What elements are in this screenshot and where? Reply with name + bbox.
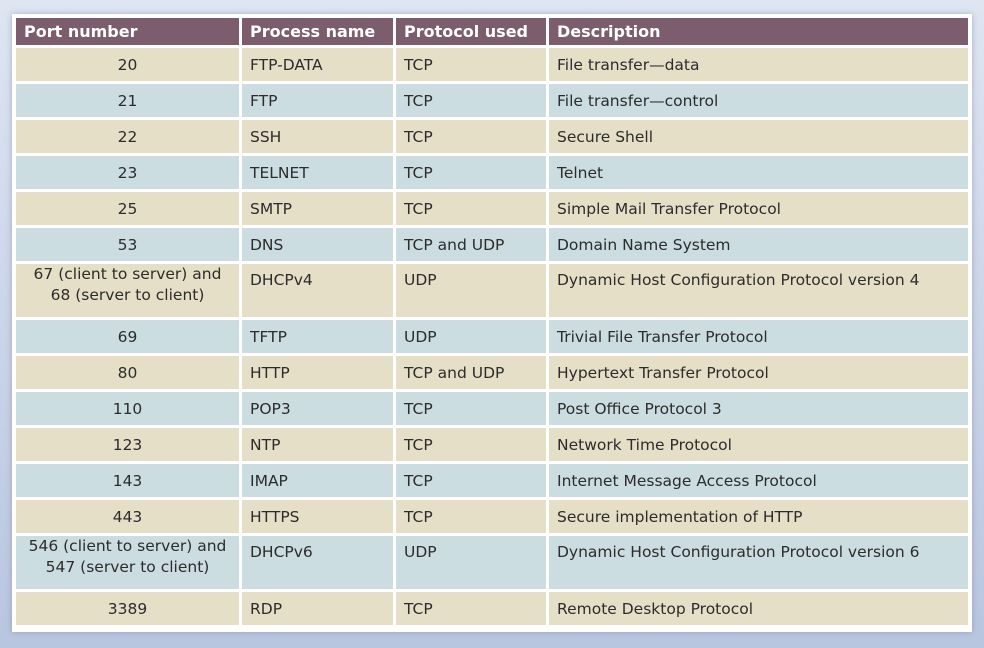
process-cell: SMTP: [242, 192, 396, 228]
port-table: Port number Process name Protocol used D…: [16, 18, 968, 628]
header-row: Port number Process name Protocol used D…: [16, 18, 968, 48]
protocol-cell: TCP and UDP: [396, 228, 549, 264]
table-row: 20 FTP-DATA TCP File transfer—data: [16, 48, 968, 84]
description-cell: Dynamic Host Configuration Protocol vers…: [549, 264, 968, 320]
protocol-cell: TCP: [396, 120, 549, 156]
table-row: 143 IMAP TCP Internet Message Access Pro…: [16, 464, 968, 500]
table-row: 22 SSH TCP Secure Shell: [16, 120, 968, 156]
description-cell: Telnet: [549, 156, 968, 192]
protocol-cell: TCP and UDP: [396, 356, 549, 392]
protocol-cell: TCP: [396, 48, 549, 84]
description-cell: Internet Message Access Protocol: [549, 464, 968, 500]
port-cell: 3389: [16, 592, 242, 628]
port-cell: 22: [16, 120, 242, 156]
process-cell: FTP: [242, 84, 396, 120]
table-row: 69 TFTP UDP Trivial File Transfer Protoc…: [16, 320, 968, 356]
description-cell: File transfer—data: [549, 48, 968, 84]
table-row: 546 (client to server) and 547 (server t…: [16, 536, 968, 592]
table-frame: Port number Process name Protocol used D…: [12, 14, 972, 632]
table-row: 110 POP3 TCP Post Office Protocol 3: [16, 392, 968, 428]
header-protocol-used: Protocol used: [396, 18, 549, 48]
header-description: Description: [549, 18, 968, 48]
process-cell: IMAP: [242, 464, 396, 500]
port-range-line: 546 (client to server) and: [28, 537, 227, 555]
description-cell: Network Time Protocol: [549, 428, 968, 464]
header-port-number: Port number: [16, 18, 242, 48]
process-cell: FTP-DATA: [242, 48, 396, 84]
protocol-cell: UDP: [396, 536, 549, 592]
port-cell: 69: [16, 320, 242, 356]
protocol-cell: TCP: [396, 592, 549, 628]
protocol-cell: UDP: [396, 264, 549, 320]
protocol-cell: TCP: [396, 428, 549, 464]
table-row: 67 (client to server) and 68 (server to …: [16, 264, 968, 320]
protocol-cell: TCP: [396, 192, 549, 228]
process-cell: POP3: [242, 392, 396, 428]
process-cell: TELNET: [242, 156, 396, 192]
protocol-cell: TCP: [396, 156, 549, 192]
description-cell: Dynamic Host Configuration Protocol vers…: [549, 536, 968, 592]
protocol-cell: UDP: [396, 320, 549, 356]
protocol-cell: TCP: [396, 392, 549, 428]
description-cell: Remote Desktop Protocol: [549, 592, 968, 628]
port-cell: 123: [16, 428, 242, 464]
port-range-line: 67 (client to server) and: [33, 265, 222, 283]
process-cell: DHCPv4: [242, 264, 396, 320]
protocol-cell: TCP: [396, 464, 549, 500]
protocol-cell: TCP: [396, 84, 549, 120]
description-cell: Domain Name System: [549, 228, 968, 264]
port-cell: 67 (client to server) and 68 (server to …: [16, 264, 242, 320]
process-cell: SSH: [242, 120, 396, 156]
port-cell: 143: [16, 464, 242, 500]
description-cell: Simple Mail Transfer Protocol: [549, 192, 968, 228]
description-cell: Hypertext Transfer Protocol: [549, 356, 968, 392]
table-row: 3389 RDP TCP Remote Desktop Protocol: [16, 592, 968, 628]
description-cell: File transfer—control: [549, 84, 968, 120]
header-process-name: Process name: [242, 18, 396, 48]
process-cell: RDP: [242, 592, 396, 628]
port-cell: 53: [16, 228, 242, 264]
table-row: 80 HTTP TCP and UDP Hypertext Transfer P…: [16, 356, 968, 392]
port-cell: 21: [16, 84, 242, 120]
description-cell: Secure implementation of HTTP: [549, 500, 968, 536]
port-range-line: 68 (server to client): [50, 286, 205, 304]
port-cell: 546 (client to server) and 547 (server t…: [16, 536, 242, 592]
process-cell: NTP: [242, 428, 396, 464]
process-cell: HTTPS: [242, 500, 396, 536]
table-row: 21 FTP TCP File transfer—control: [16, 84, 968, 120]
table-row: 443 HTTPS TCP Secure implementation of H…: [16, 500, 968, 536]
table-row: 53 DNS TCP and UDP Domain Name System: [16, 228, 968, 264]
table-row: 123 NTP TCP Network Time Protocol: [16, 428, 968, 464]
description-cell: Secure Shell: [549, 120, 968, 156]
table-row: 25 SMTP TCP Simple Mail Transfer Protoco…: [16, 192, 968, 228]
process-cell: DNS: [242, 228, 396, 264]
port-cell: 110: [16, 392, 242, 428]
process-cell: HTTP: [242, 356, 396, 392]
description-cell: Post Office Protocol 3: [549, 392, 968, 428]
port-range-line: 547 (server to client): [45, 558, 210, 576]
port-cell: 443: [16, 500, 242, 536]
port-cell: 20: [16, 48, 242, 84]
process-cell: DHCPv6: [242, 536, 396, 592]
process-cell: TFTP: [242, 320, 396, 356]
port-cell: 80: [16, 356, 242, 392]
port-cell: 23: [16, 156, 242, 192]
port-cell: 25: [16, 192, 242, 228]
protocol-cell: TCP: [396, 500, 549, 536]
description-cell: Trivial File Transfer Protocol: [549, 320, 968, 356]
table-row: 23 TELNET TCP Telnet: [16, 156, 968, 192]
